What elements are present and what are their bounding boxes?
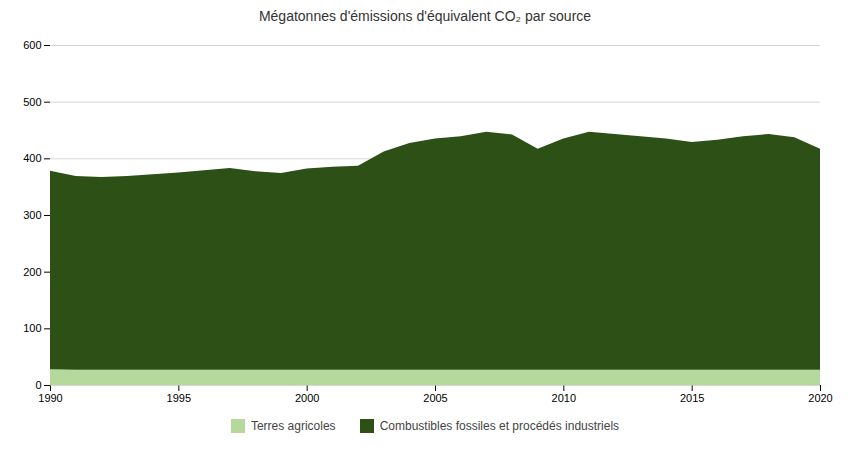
html-text:Terres agricoles: Terres agricoles <box>250 419 336 433</box>
svg-text:0: 0 <box>35 379 41 391</box>
svg-text:2015: 2015 <box>680 392 704 404</box>
svg-text:2000: 2000 <box>295 392 319 404</box>
html-text:Combustibles fossiles et procé: Combustibles fossiles et procédés indust… <box>379 419 620 433</box>
svg-text:300: 300 <box>23 209 41 221</box>
svg-text:100: 100 <box>23 322 41 334</box>
svg-text:500: 500 <box>23 96 41 108</box>
html-text:Mégatonnes d'émissions d'équiv: Mégatonnes d'émissions d'équivalent CO₂ … <box>258 8 592 24</box>
svg-text:2020: 2020 <box>808 392 832 404</box>
svg-text:2005: 2005 <box>423 392 447 404</box>
svg-text:2010: 2010 <box>552 392 576 404</box>
svg-text:1990: 1990 <box>38 392 62 404</box>
svg-text:1995: 1995 <box>167 392 191 404</box>
svg-text:600: 600 <box>23 39 41 51</box>
svg-text:200: 200 <box>23 266 41 278</box>
svg-text:400: 400 <box>23 152 41 164</box>
